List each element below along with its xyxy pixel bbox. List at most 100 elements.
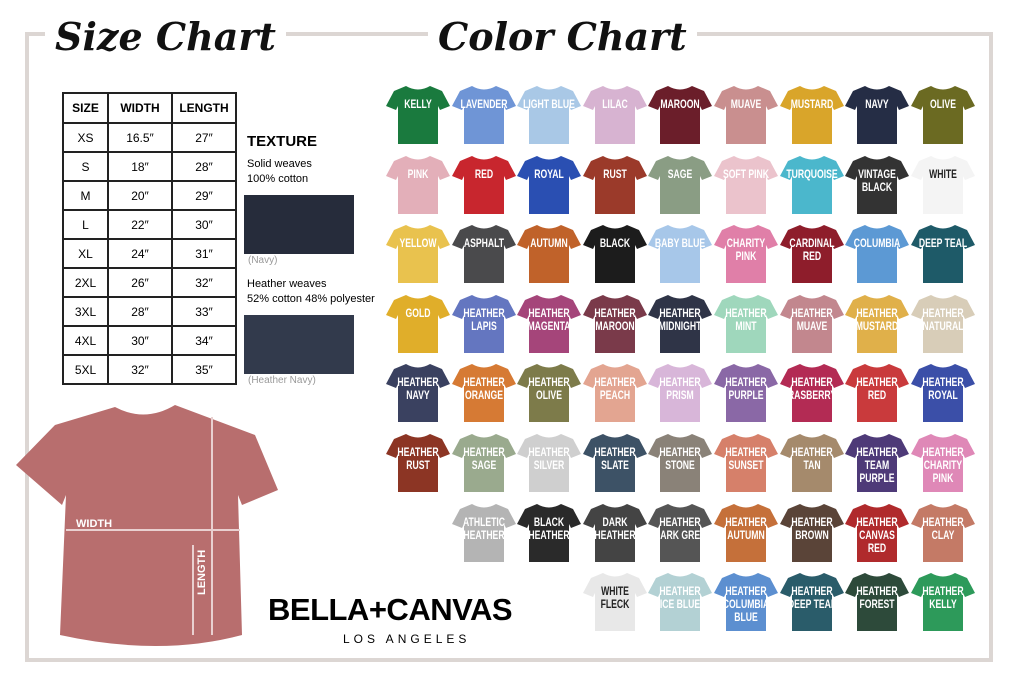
color-name: SAGE: [668, 166, 693, 181]
tee-icon: [779, 434, 844, 492]
color-name: HEATHER RUST: [397, 445, 439, 472]
color-swatch: HEATHER RED: [845, 360, 910, 424]
tee-fill: [910, 364, 975, 423]
color-swatch: HEATHER FOREST: [845, 569, 910, 633]
length-label: LENGTH: [196, 550, 208, 595]
color-swatch: HEATHER CHARITY PINK: [910, 430, 975, 494]
color-name: ATHLETIC HEATHER: [462, 514, 505, 542]
tee-fill: [451, 294, 516, 353]
size-cell: 31″: [171, 238, 237, 269]
color-swatch: HEATHER SILVER: [517, 430, 582, 494]
tee-icon: [386, 155, 450, 214]
width-label: WIDTH: [76, 518, 112, 530]
tee-fill: [451, 225, 516, 284]
color-swatch: HEATHER TAN: [779, 430, 844, 494]
header-cell: SIZE: [62, 92, 109, 124]
color-swatch: HEATHER NAVY: [386, 360, 450, 424]
tee-icon: [517, 294, 582, 353]
color-swatch: MUAVE: [714, 82, 778, 146]
color-swatch: HEATHER DARK GREY: [648, 500, 713, 564]
tee-fill: [714, 503, 778, 562]
color-swatch: HEATHER AUTUMN: [714, 500, 778, 564]
tee-fill: [910, 434, 975, 492]
color-name: HEATHER LAPIS: [463, 305, 505, 333]
color-swatch: HEATHER ICE BLUE: [648, 569, 713, 633]
color-name: HEATHER OLIVE: [528, 375, 570, 403]
tee-icon: [517, 503, 582, 562]
size-cell: M: [62, 180, 109, 211]
color-name: VINTAGE BLACK: [858, 166, 897, 194]
tee-icon: [779, 294, 844, 353]
color-swatch: HEATHER LAPIS: [451, 291, 516, 355]
tee-fill: [910, 225, 975, 284]
tee-icon: [386, 86, 450, 144]
tee-fill: [845, 364, 910, 423]
tee-fill: [386, 364, 450, 423]
size-cell: 33″: [171, 296, 237, 327]
tee-icon: [779, 225, 844, 284]
size-cell: 35″: [171, 354, 237, 385]
tee-fill: [910, 86, 975, 144]
color-swatch: GOLD: [386, 291, 450, 355]
tee-fill: [451, 86, 516, 144]
tee-icon: [648, 503, 713, 562]
color-swatch: HEATHER PEACH: [582, 360, 647, 424]
color-swatch: BLACK HEATHER: [517, 500, 582, 564]
size-cell: 5XL: [62, 354, 109, 385]
size-cell: 4XL: [62, 325, 109, 356]
tee-icon: [845, 225, 910, 284]
size-cell: 30″: [171, 209, 237, 240]
color-swatch: HEATHER MUSTARD: [845, 291, 910, 355]
tee-fill: [451, 434, 516, 492]
color-name: CARDINAL RED: [789, 236, 835, 264]
color-name: KELLY: [404, 97, 432, 111]
tee-icon: [451, 294, 516, 353]
color-name: HEATHER MIDNIGHT: [659, 305, 702, 333]
tee-icon: [845, 364, 910, 423]
tee-fill: [582, 294, 647, 353]
color-name: YELLOW: [399, 236, 437, 251]
tee-fill: [779, 86, 844, 144]
tee-fill: [386, 434, 450, 492]
color-name: HEATHER STONE: [659, 445, 701, 472]
tee-fill: [386, 294, 450, 353]
color-name: HEATHER NATURAL: [922, 305, 964, 333]
color-swatch: AUTUMN: [517, 221, 582, 285]
tee-fill: [910, 155, 975, 214]
color-swatch: KELLY: [386, 82, 450, 146]
color-name: RED: [474, 166, 493, 181]
color-swatch: OLIVE: [910, 82, 975, 146]
tee-fill: [648, 573, 713, 632]
color-swatch: HEATHER ROYAL: [910, 360, 975, 424]
color-swatch: PINK: [386, 152, 450, 216]
color-swatch: BABY BLUE: [648, 221, 713, 285]
size-cell: 30″: [107, 325, 173, 356]
color-swatch: HEATHER PRISM: [648, 360, 713, 424]
size-row: 3XL 28″ 33″: [62, 296, 237, 327]
tee-icon: [386, 294, 450, 353]
tee-icon: [582, 364, 647, 423]
color-name: HEATHER MAROON: [594, 305, 636, 333]
color-name: HEATHER MUAVE: [791, 305, 833, 333]
color-name: HEATHER FOREST: [856, 584, 898, 612]
tee-shape: [16, 405, 278, 646]
tee-icon: [910, 434, 975, 492]
color-swatch: DARK HEATHER: [582, 500, 647, 564]
color-name: HEATHER MINT: [725, 305, 767, 333]
texture-text: 100% cotton: [247, 173, 309, 185]
tee-icon: [582, 434, 647, 492]
tee-fill: [517, 155, 582, 214]
tee-icon: [779, 155, 844, 214]
tee-icon: [451, 225, 516, 284]
tee-fill: [910, 294, 975, 353]
color-swatch: DEEP TEAL: [910, 221, 975, 285]
tee-fill: [779, 434, 844, 492]
header-row: SIZE WIDTH LENGTH: [62, 92, 237, 124]
color-name: AUTUMN: [530, 236, 568, 251]
size-chart-title: Size Chart: [45, 14, 286, 59]
tee-fill: [517, 503, 582, 562]
texture-swatch: [244, 195, 354, 254]
tee-fill: [386, 155, 450, 214]
color-swatch: ASPHALT: [451, 221, 516, 285]
